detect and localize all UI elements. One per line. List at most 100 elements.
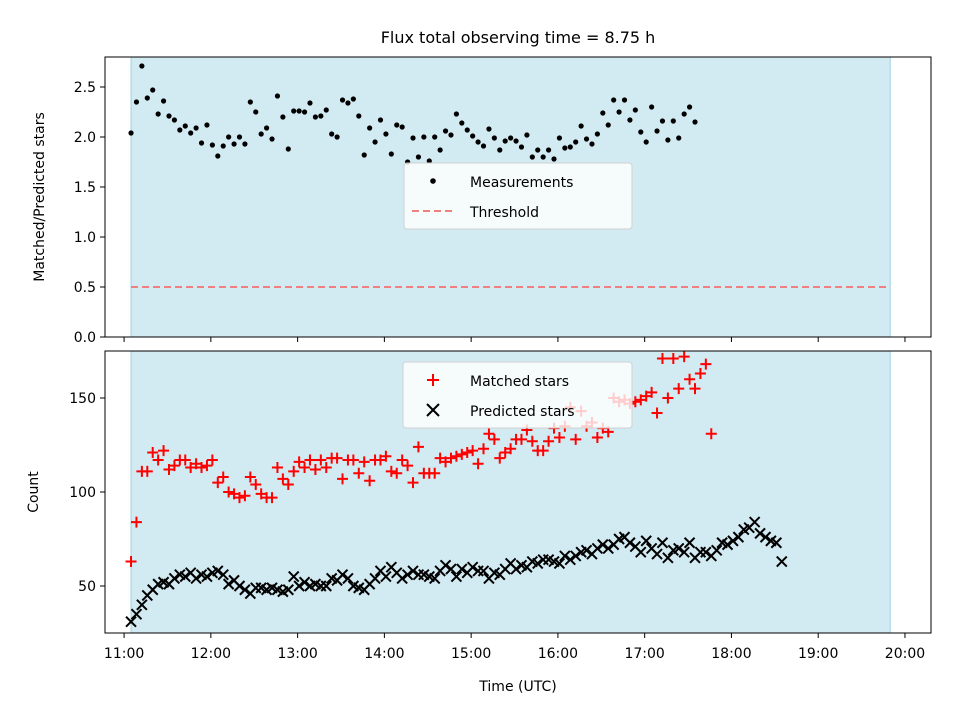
measurement-point [638,129,644,135]
predicted-star-point [239,584,251,596]
predicted-star-point [190,572,202,585]
measurement-point [670,118,676,124]
measurement-point [334,134,340,140]
matched-star-point [217,471,229,483]
ratio-panel-frame [104,56,932,338]
matched-star-point [158,445,170,457]
measurement-point [323,107,329,113]
measurement-point [426,158,432,164]
predicted-star-point [510,563,522,575]
matched-star-point [147,447,159,459]
measurement-point [632,107,638,113]
measurement-point [583,136,590,142]
measurement-point [280,114,286,120]
count-legend-box [402,361,633,429]
x-tick-label: 13:00 [277,646,317,662]
matched-star-point [553,431,565,443]
measurement-point [486,126,492,132]
measurement-point [502,138,508,144]
count-y-axis-label: Count [26,471,42,513]
measurement-point [686,104,693,110]
predicted-star-point [168,572,181,585]
matched-star-point [141,465,153,477]
matched-star-point [505,443,517,455]
predicted-star-point [564,553,576,566]
measurement-point [361,152,367,158]
measurement-point [171,117,178,123]
matched-star-point [396,454,408,466]
measurement-point [372,139,378,145]
matched-legend-label: Matched stars [470,374,569,390]
predicted-star-point [445,563,457,575]
matched-star-point [239,490,251,502]
matched-star-point [494,452,506,464]
measurement-point [562,145,568,151]
measurement-point [301,109,308,115]
measurement-point [231,141,237,147]
matched-star-point [515,433,527,445]
measurement-point [128,130,134,136]
measurement-point [437,147,443,153]
predicted-star-point [754,527,766,540]
x-tick-label: 12:00 [191,646,231,662]
measurement-point [475,139,481,145]
predicted-star-point [217,569,229,581]
measurement-point [448,132,454,138]
x-tick-label: 15:00 [451,646,491,662]
measurement-point [508,135,514,141]
measurement-point [551,156,557,162]
x-tick-label: 18:00 [711,646,751,662]
predicted-star-point [721,538,734,551]
predicted-star-point [635,546,647,558]
measurement-point [497,147,503,153]
measurement-point [600,110,606,116]
predicted-star-point [396,572,408,585]
measurement-point [649,104,655,110]
matched-star-point [244,471,256,483]
matched-star-point [684,373,696,385]
measurement-point [291,108,297,114]
matched-star-point [467,445,479,457]
matched-star-point [293,456,305,468]
matched-star-point [694,368,706,380]
matched-star-point [445,452,457,464]
measurement-point [388,151,394,157]
count-y-tick-label: 50 [78,579,96,595]
measurement-point [193,125,199,131]
matched-star-point [201,460,213,472]
x-axis-label: Time (UTC) [478,679,556,695]
measurement-point [242,141,248,147]
predicted-star-point [466,561,479,573]
measurement-point [513,138,519,144]
predicted-star-point [136,599,148,611]
predicted-star-point [282,584,294,596]
measurement-point [247,99,253,105]
measurement-point [540,154,546,160]
chart-title: Flux total observing time = 8.75 h [381,28,656,47]
matched-star-point [689,383,701,395]
measurement-point [285,146,291,152]
measurement-point [589,141,595,147]
measurement-point [307,100,313,106]
matched-star-point [212,477,224,489]
matched-star-point [364,475,376,487]
matched-star-point [678,351,690,363]
count-legend: Matched stars Predicted stars [402,361,633,429]
measurement-point [263,125,270,131]
measurement-point [160,98,167,104]
x-tick-label: 11:00 [104,646,144,662]
predicted-star-point [759,531,772,543]
measurement-point [394,122,400,128]
x-tick-label: 20:00 [885,646,925,662]
predicted-star-point [732,531,745,543]
matched-star-point [168,460,180,472]
measurement-point [659,118,666,124]
measurement-point [150,87,156,93]
matched-star-point [450,450,462,462]
predicted-star-point [293,580,305,592]
predicted-star-point [700,546,712,558]
matched-star-point [125,556,137,568]
predicted-star-point [770,537,783,549]
measurement-point [410,135,416,141]
